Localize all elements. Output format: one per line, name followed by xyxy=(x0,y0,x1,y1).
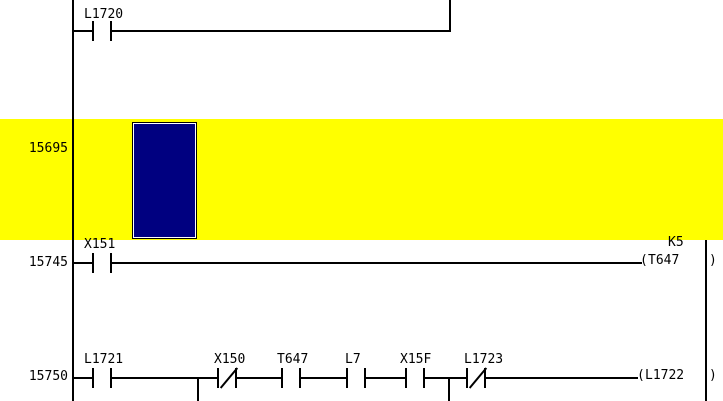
wire-segment xyxy=(72,377,92,379)
wire-segment xyxy=(72,262,92,264)
contact-label-l7: L7 xyxy=(345,352,361,367)
coil-open-paren: ( xyxy=(640,253,648,268)
contact-no-l1721[interactable] xyxy=(92,368,112,388)
wire-segment xyxy=(486,377,638,379)
contact-bar-left xyxy=(346,368,348,388)
rung-address-15750: 15750 xyxy=(0,370,68,384)
rung-address-label: 15745 xyxy=(28,255,68,270)
wire-segment xyxy=(112,262,642,264)
contact-label-x15f: X15F xyxy=(400,352,432,367)
coil-close-paren: ) xyxy=(709,253,717,268)
contact-label-l1723: L1723 xyxy=(464,352,504,367)
wire-segment xyxy=(237,377,281,379)
wire-segment xyxy=(112,377,217,379)
contact-label-l1721: L1721 xyxy=(84,352,124,367)
wire-segment xyxy=(366,377,405,379)
coil-open-paren: ( xyxy=(637,368,645,383)
contact-no-t647[interactable] xyxy=(281,368,301,388)
contact-label-t647: T647 xyxy=(277,352,309,367)
branch-riser xyxy=(449,0,451,31)
contact-bar-right xyxy=(364,368,366,388)
rung-address-15695: 15695 xyxy=(0,142,68,156)
rung-address-15745: 15745 xyxy=(0,256,68,270)
wire-segment xyxy=(72,30,92,32)
coil-close-paren: ) xyxy=(709,368,717,383)
contact-bar-right xyxy=(110,21,112,41)
contact-bar-left xyxy=(466,368,468,388)
left-power-rail xyxy=(72,0,74,401)
contact-bar-left xyxy=(405,368,407,388)
branch-drop xyxy=(448,377,450,401)
contact-bar-left xyxy=(281,368,283,388)
contact-bar-right xyxy=(423,368,425,388)
coil-label-t647: T647 xyxy=(648,253,680,268)
highlighted-row-band[interactable] xyxy=(0,119,723,240)
contact-nc-x150[interactable] xyxy=(217,367,239,389)
contact-label-l1720: L1720 xyxy=(84,7,124,22)
contact-bar-left xyxy=(92,21,94,41)
wire-segment xyxy=(301,377,346,379)
contact-bar-right xyxy=(299,368,301,388)
rung-address-label: 15750 xyxy=(28,369,68,384)
branch-drop xyxy=(197,377,199,401)
contact-no-x15f[interactable] xyxy=(405,368,425,388)
contact-bar-left xyxy=(92,368,94,388)
contact-label-x150: X150 xyxy=(214,352,246,367)
contact-bar-right xyxy=(484,368,486,388)
contact-bar-left xyxy=(217,368,219,388)
contact-bar-right xyxy=(110,368,112,388)
coil-label-l1722: L1722 xyxy=(645,368,685,383)
contact-bar-right xyxy=(235,368,237,388)
contact-no-x151[interactable] xyxy=(92,253,112,273)
contact-nc-l1723[interactable] xyxy=(466,367,488,389)
contact-no-l1720[interactable] xyxy=(92,21,112,41)
coil-preset-k5: K5 xyxy=(668,235,684,250)
selected-element-block[interactable] xyxy=(132,122,197,239)
contact-bar-right xyxy=(110,253,112,273)
right-power-rail xyxy=(705,240,707,401)
wire-segment xyxy=(112,30,451,32)
contact-label-x151: X151 xyxy=(84,237,116,252)
wire-segment xyxy=(425,377,466,379)
contact-bar-left xyxy=(92,253,94,273)
contact-no-l7[interactable] xyxy=(346,368,366,388)
rung-address-label: 15695 xyxy=(28,141,68,156)
